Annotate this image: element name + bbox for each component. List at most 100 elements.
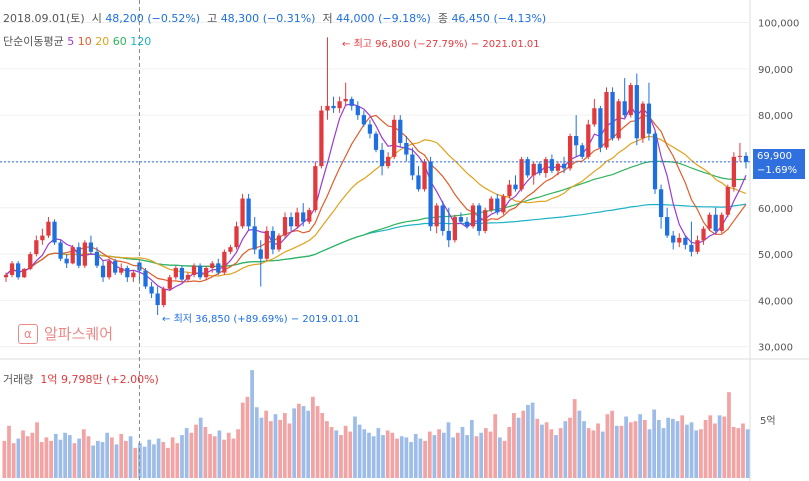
candle-body	[513, 184, 518, 190]
candle-body	[622, 101, 627, 116]
volume-bar	[717, 415, 722, 478]
candle-body	[52, 221, 57, 243]
candle-body	[549, 159, 555, 171]
candle-body	[106, 261, 112, 278]
volume-bar	[287, 423, 292, 478]
candle-body	[319, 110, 324, 167]
candle-body	[361, 115, 366, 125]
volume-bar	[493, 414, 498, 478]
volume-bar	[722, 416, 727, 478]
candle-body	[574, 136, 579, 146]
close-value: 46,450	[451, 12, 490, 25]
current-price-tag: 69,900 −1.69%	[753, 149, 805, 179]
volume-bar	[39, 442, 44, 478]
volume-bar	[44, 437, 49, 478]
volume-bar	[296, 403, 301, 478]
candle-body	[34, 240, 39, 255]
volume-bar	[638, 414, 643, 478]
volume-bar	[502, 440, 507, 478]
open-change: (−0.52%)	[147, 12, 201, 25]
volume-bar	[311, 396, 315, 478]
candle-body	[501, 196, 506, 213]
volume-bar	[685, 424, 689, 478]
volume-bar	[488, 431, 493, 478]
candle-body	[28, 254, 33, 269]
volume-bar	[156, 438, 161, 478]
candle-body	[22, 268, 27, 278]
candle-body	[301, 212, 306, 222]
ma5-label[interactable]: 5	[67, 35, 75, 48]
candle-body	[580, 145, 585, 157]
candle-body	[507, 184, 512, 197]
candle-body	[270, 230, 276, 250]
volume-bar	[105, 432, 110, 478]
volume-bar	[624, 416, 628, 478]
ma10-label[interactable]: 10	[77, 35, 92, 48]
volume-bar	[212, 436, 217, 478]
candle-body	[398, 119, 403, 143]
volume-bar	[395, 438, 399, 478]
volume-bar	[25, 436, 30, 478]
candle-body	[440, 205, 445, 231]
candle-body	[470, 205, 476, 227]
candle-body	[743, 155, 749, 162]
volume-bar	[600, 431, 605, 478]
volume-bar	[128, 436, 133, 478]
volume-bar	[91, 445, 96, 478]
ma60-label[interactable]: 60	[112, 35, 127, 48]
volume-bar	[170, 437, 175, 478]
candle-body	[628, 85, 633, 116]
candle-body	[210, 263, 215, 268]
candle-body	[313, 166, 318, 211]
candle-body	[246, 198, 251, 227]
candle-body	[234, 226, 239, 248]
candle-body	[258, 249, 263, 259]
volume-bar	[264, 410, 269, 478]
candle-body	[422, 161, 427, 190]
candle-body	[3, 274, 9, 278]
volume-bar	[114, 444, 119, 478]
ma120-label[interactable]: 120	[130, 35, 152, 48]
ma-legend[interactable]: 단순이동평균 5 10 20 60 120	[3, 33, 151, 49]
volume-bar	[49, 440, 53, 478]
volume-bar	[166, 447, 170, 478]
candle-body	[100, 265, 106, 278]
candle-body	[276, 235, 282, 250]
volume-bar	[367, 432, 371, 478]
candle-body	[185, 274, 191, 280]
candle-body	[58, 242, 63, 259]
volume-bar	[353, 416, 357, 478]
candle-body	[331, 105, 336, 109]
candle-body	[458, 217, 464, 222]
candle-body	[88, 242, 94, 252]
volume-bar	[30, 432, 35, 478]
volume-bar	[315, 406, 320, 478]
volume-bar	[208, 433, 212, 478]
candle-body	[476, 205, 482, 231]
candle-body	[531, 163, 536, 176]
candle-body	[9, 263, 15, 275]
candle-body	[671, 235, 676, 243]
volume-bar	[409, 442, 413, 478]
volume-bar	[175, 443, 180, 478]
volume-bar	[152, 444, 156, 478]
volume-bar	[189, 432, 194, 478]
volume-bar	[483, 428, 488, 478]
y-tick-label: 30,000	[758, 343, 793, 354]
candle-body	[16, 263, 21, 278]
candle-body	[204, 268, 209, 278]
volume-bar	[161, 442, 166, 478]
ma20-label[interactable]: 20	[95, 35, 110, 48]
volume-bar	[390, 432, 395, 478]
volume-bar	[619, 425, 624, 478]
candle-body	[252, 226, 257, 250]
volume-bar	[474, 436, 479, 478]
candle-body	[379, 149, 385, 167]
candle-body	[495, 198, 500, 213]
volume-bar	[184, 428, 189, 478]
candle-body	[216, 263, 221, 273]
volume-bar	[119, 433, 124, 478]
candle-body	[410, 154, 415, 176]
volume-bar	[689, 422, 694, 478]
